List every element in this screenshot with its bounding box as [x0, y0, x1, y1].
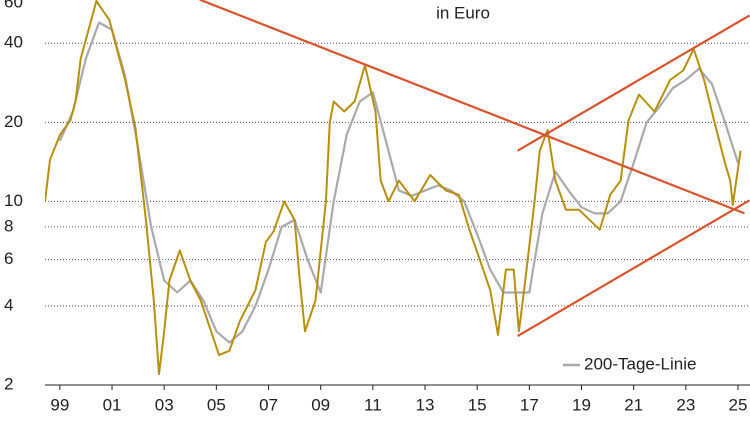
x-tick-label: 01 [103, 395, 122, 414]
y-tick-label: 40 [4, 33, 23, 52]
x-tick-label: 23 [676, 395, 695, 414]
x-tick-label: 17 [520, 395, 539, 414]
labels: 2 4 6 8 10 20 40 60 99 01 03 05 07 09 11 13 15 17 19 21 23 25… [4, 0, 747, 414]
x-tick-label: 05 [207, 395, 226, 414]
x-tick-label: 99 [50, 395, 69, 414]
ma-line [58, 21, 740, 344]
trend-line [199, 0, 745, 215]
y-tick-label: 60 [4, 0, 23, 11]
x-tick-label: 07 [259, 395, 278, 414]
y-tick-label: 10 [4, 191, 23, 210]
x-tick-label: 13 [416, 395, 435, 414]
plot-area [45, 0, 750, 376]
price-line [45, 0, 742, 376]
trend-line [517, 199, 750, 338]
x-tick-label: 03 [155, 395, 174, 414]
y-tick-label: 2 [4, 374, 13, 393]
x-tick-label: 11 [364, 395, 382, 414]
x-tick-label: 19 [572, 395, 591, 414]
legend-label: 200-Tage-Linie [584, 354, 696, 373]
x-tick-label: 25 [729, 395, 748, 414]
y-tick-label: 20 [4, 112, 23, 131]
trend-line [517, 14, 750, 152]
grid [45, 42, 750, 390]
subtitle: in Euro [436, 3, 490, 22]
y-tick-label: 8 [4, 216, 13, 235]
y-tick-label: 4 [4, 295, 13, 314]
x-tick-label: 09 [311, 395, 330, 414]
x-tick-label: 15 [468, 395, 487, 414]
y-tick-label: 6 [4, 249, 13, 268]
x-tick-label: 21 [624, 395, 643, 414]
